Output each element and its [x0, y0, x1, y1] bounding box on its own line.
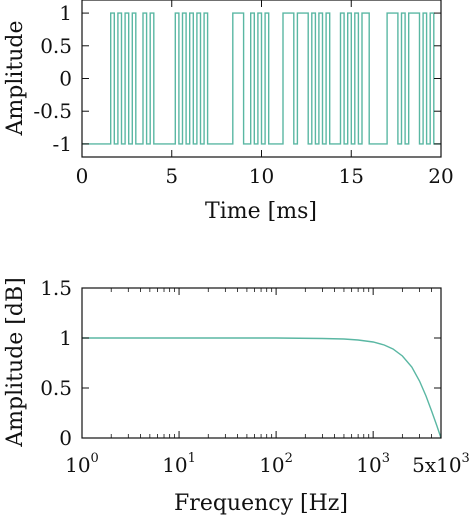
y-tick-label: 1.5 — [40, 276, 72, 300]
y-axis-label: Amplitude — [3, 20, 28, 136]
y-tick-label: 0 — [59, 67, 72, 91]
signal-line — [82, 12, 441, 145]
response-curve — [82, 337, 442, 439]
y-axis-ticks: 1 0.5 0 -0.5 -1 — [33, 1, 441, 156]
y-tick-label: 1 — [59, 1, 72, 25]
x-tick-label: 5 — [165, 164, 178, 188]
y-tick-label: 1 — [59, 326, 72, 350]
y-tick-label: 0 — [59, 426, 72, 450]
x-axis-ticks: 0 5 10 15 20 — [76, 0, 454, 188]
x-axis-label: Time [ms] — [205, 199, 317, 224]
x-tick-label: 20 — [428, 164, 453, 188]
time-domain-chart: 0 5 10 15 20 1 0.5 0 -0.5 -1 Time [ms] Amplitude — [3, 0, 454, 224]
plot-frame — [81, 287, 442, 439]
frequency-response-chart: 100 101 102 103 5x103 1.5 1 0.5 0 Frequency [Hz… — [3, 276, 470, 516]
x-tick-label: 5x103 — [412, 451, 470, 477]
x-tick-label: 10 — [249, 164, 274, 188]
x-axis-ticks: 100 101 102 103 5x103 — [65, 288, 470, 477]
x-tick-label: 0 — [76, 164, 89, 188]
y-tick-label: -1 — [53, 132, 72, 156]
x-tick-label: 101 — [162, 451, 196, 477]
x-axis-label: Frequency [Hz] — [174, 491, 348, 516]
y-axis-label: Amplitude [dB] — [3, 277, 28, 447]
x-tick-label: 103 — [356, 451, 390, 477]
y-tick-label: 0.5 — [40, 34, 72, 58]
x-tick-label: 15 — [339, 164, 364, 188]
y-axis-ticks: 1.5 1 0.5 0 — [40, 276, 441, 450]
x-tick-label: 100 — [65, 451, 99, 477]
x-tick-label: 102 — [259, 451, 293, 477]
y-tick-label: 0.5 — [40, 376, 72, 400]
y-tick-label: -0.5 — [33, 99, 72, 123]
